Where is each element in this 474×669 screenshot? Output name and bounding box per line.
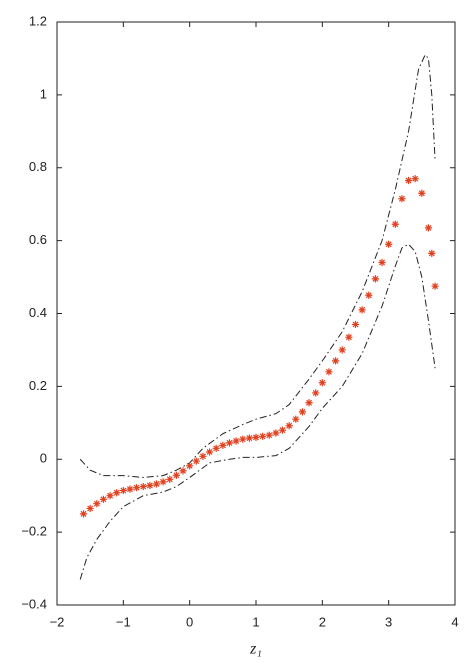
asterisk-marker <box>332 357 340 365</box>
y-tick-label: −0.2 <box>21 524 47 539</box>
asterisk-marker <box>126 485 134 493</box>
y-tick-label: 0.6 <box>29 232 47 247</box>
asterisk-marker <box>431 282 439 290</box>
asterisk-marker <box>212 444 220 452</box>
asterisk-marker <box>318 379 326 387</box>
x-tick-label: 1 <box>252 614 259 629</box>
asterisk-marker <box>146 481 154 490</box>
y-tick-label: 0.8 <box>29 159 47 174</box>
x-tick-label: 0 <box>186 614 193 629</box>
asterisk-marker <box>278 426 287 434</box>
asterisk-marker <box>199 452 207 460</box>
asterisk-marker <box>345 333 353 341</box>
bound-line <box>79 243 436 580</box>
asterisk-marker <box>159 478 167 486</box>
asterisk-marker <box>219 441 227 450</box>
asterisk-marker <box>86 504 94 513</box>
asterisk-marker <box>225 439 234 447</box>
asterisk-marker <box>285 422 293 430</box>
asterisk-marker <box>312 389 320 397</box>
asterisk-marker <box>166 475 174 483</box>
asterisk-marker <box>186 462 194 470</box>
asterisk-marker <box>252 433 260 441</box>
x-tick-label: 2 <box>319 614 326 629</box>
asterisk-marker <box>245 434 253 442</box>
asterisk-marker <box>391 220 399 228</box>
y-tick-label: 0 <box>40 451 47 466</box>
y-tick-label: −0.4 <box>21 596 47 611</box>
y-tick-label: 0.4 <box>29 305 47 320</box>
asterisk-marker <box>378 258 386 267</box>
asterisk-marker <box>358 306 366 314</box>
asterisk-marker <box>259 432 267 440</box>
asterisk-marker <box>351 320 360 329</box>
asterisk-marker <box>325 368 333 376</box>
asterisk-marker <box>424 224 433 232</box>
asterisk-marker <box>365 291 373 299</box>
asterisk-marker <box>428 249 436 257</box>
x-tick-label: 4 <box>451 614 458 629</box>
x-tick-label: −1 <box>116 614 131 629</box>
asterisk-marker <box>298 408 307 416</box>
asterisk-marker <box>338 346 346 354</box>
asterisk-marker <box>232 437 240 445</box>
asterisk-marker <box>205 448 214 456</box>
y-tick-label: 1.2 <box>29 13 47 28</box>
asterisk-marker <box>139 482 147 491</box>
asterisk-marker <box>398 195 406 203</box>
y-tick-label: 1 <box>40 86 47 101</box>
y-tick-label: 0.2 <box>29 378 47 393</box>
asterisk-marker <box>99 495 108 503</box>
asterisk-marker <box>119 486 127 495</box>
asterisk-marker <box>371 275 379 283</box>
asterisk-marker <box>79 510 88 518</box>
asterisk-marker <box>292 415 300 423</box>
asterisk-marker <box>305 399 313 407</box>
x-tick-label: 3 <box>385 614 392 629</box>
x-tick-label: −2 <box>50 614 65 629</box>
plot-frame <box>56 21 456 606</box>
asterisk-marker <box>172 471 180 479</box>
asterisk-marker <box>265 431 273 439</box>
asterisk-marker <box>152 480 161 488</box>
asterisk-marker <box>133 484 141 492</box>
x-axis-label: z₁ <box>249 641 262 658</box>
asterisk-marker <box>93 500 101 508</box>
asterisk-marker <box>239 435 247 443</box>
asterisk-marker <box>179 467 187 475</box>
asterisk-marker <box>418 189 426 197</box>
asterisk-marker <box>272 429 280 437</box>
asterisk-marker <box>404 176 413 185</box>
asterisk-marker <box>113 489 121 497</box>
asterisk-marker <box>106 492 114 500</box>
asterisk-marker <box>192 457 200 465</box>
asterisk-marker <box>411 175 419 183</box>
bound-line <box>79 53 436 478</box>
asterisk-marker <box>385 240 393 248</box>
